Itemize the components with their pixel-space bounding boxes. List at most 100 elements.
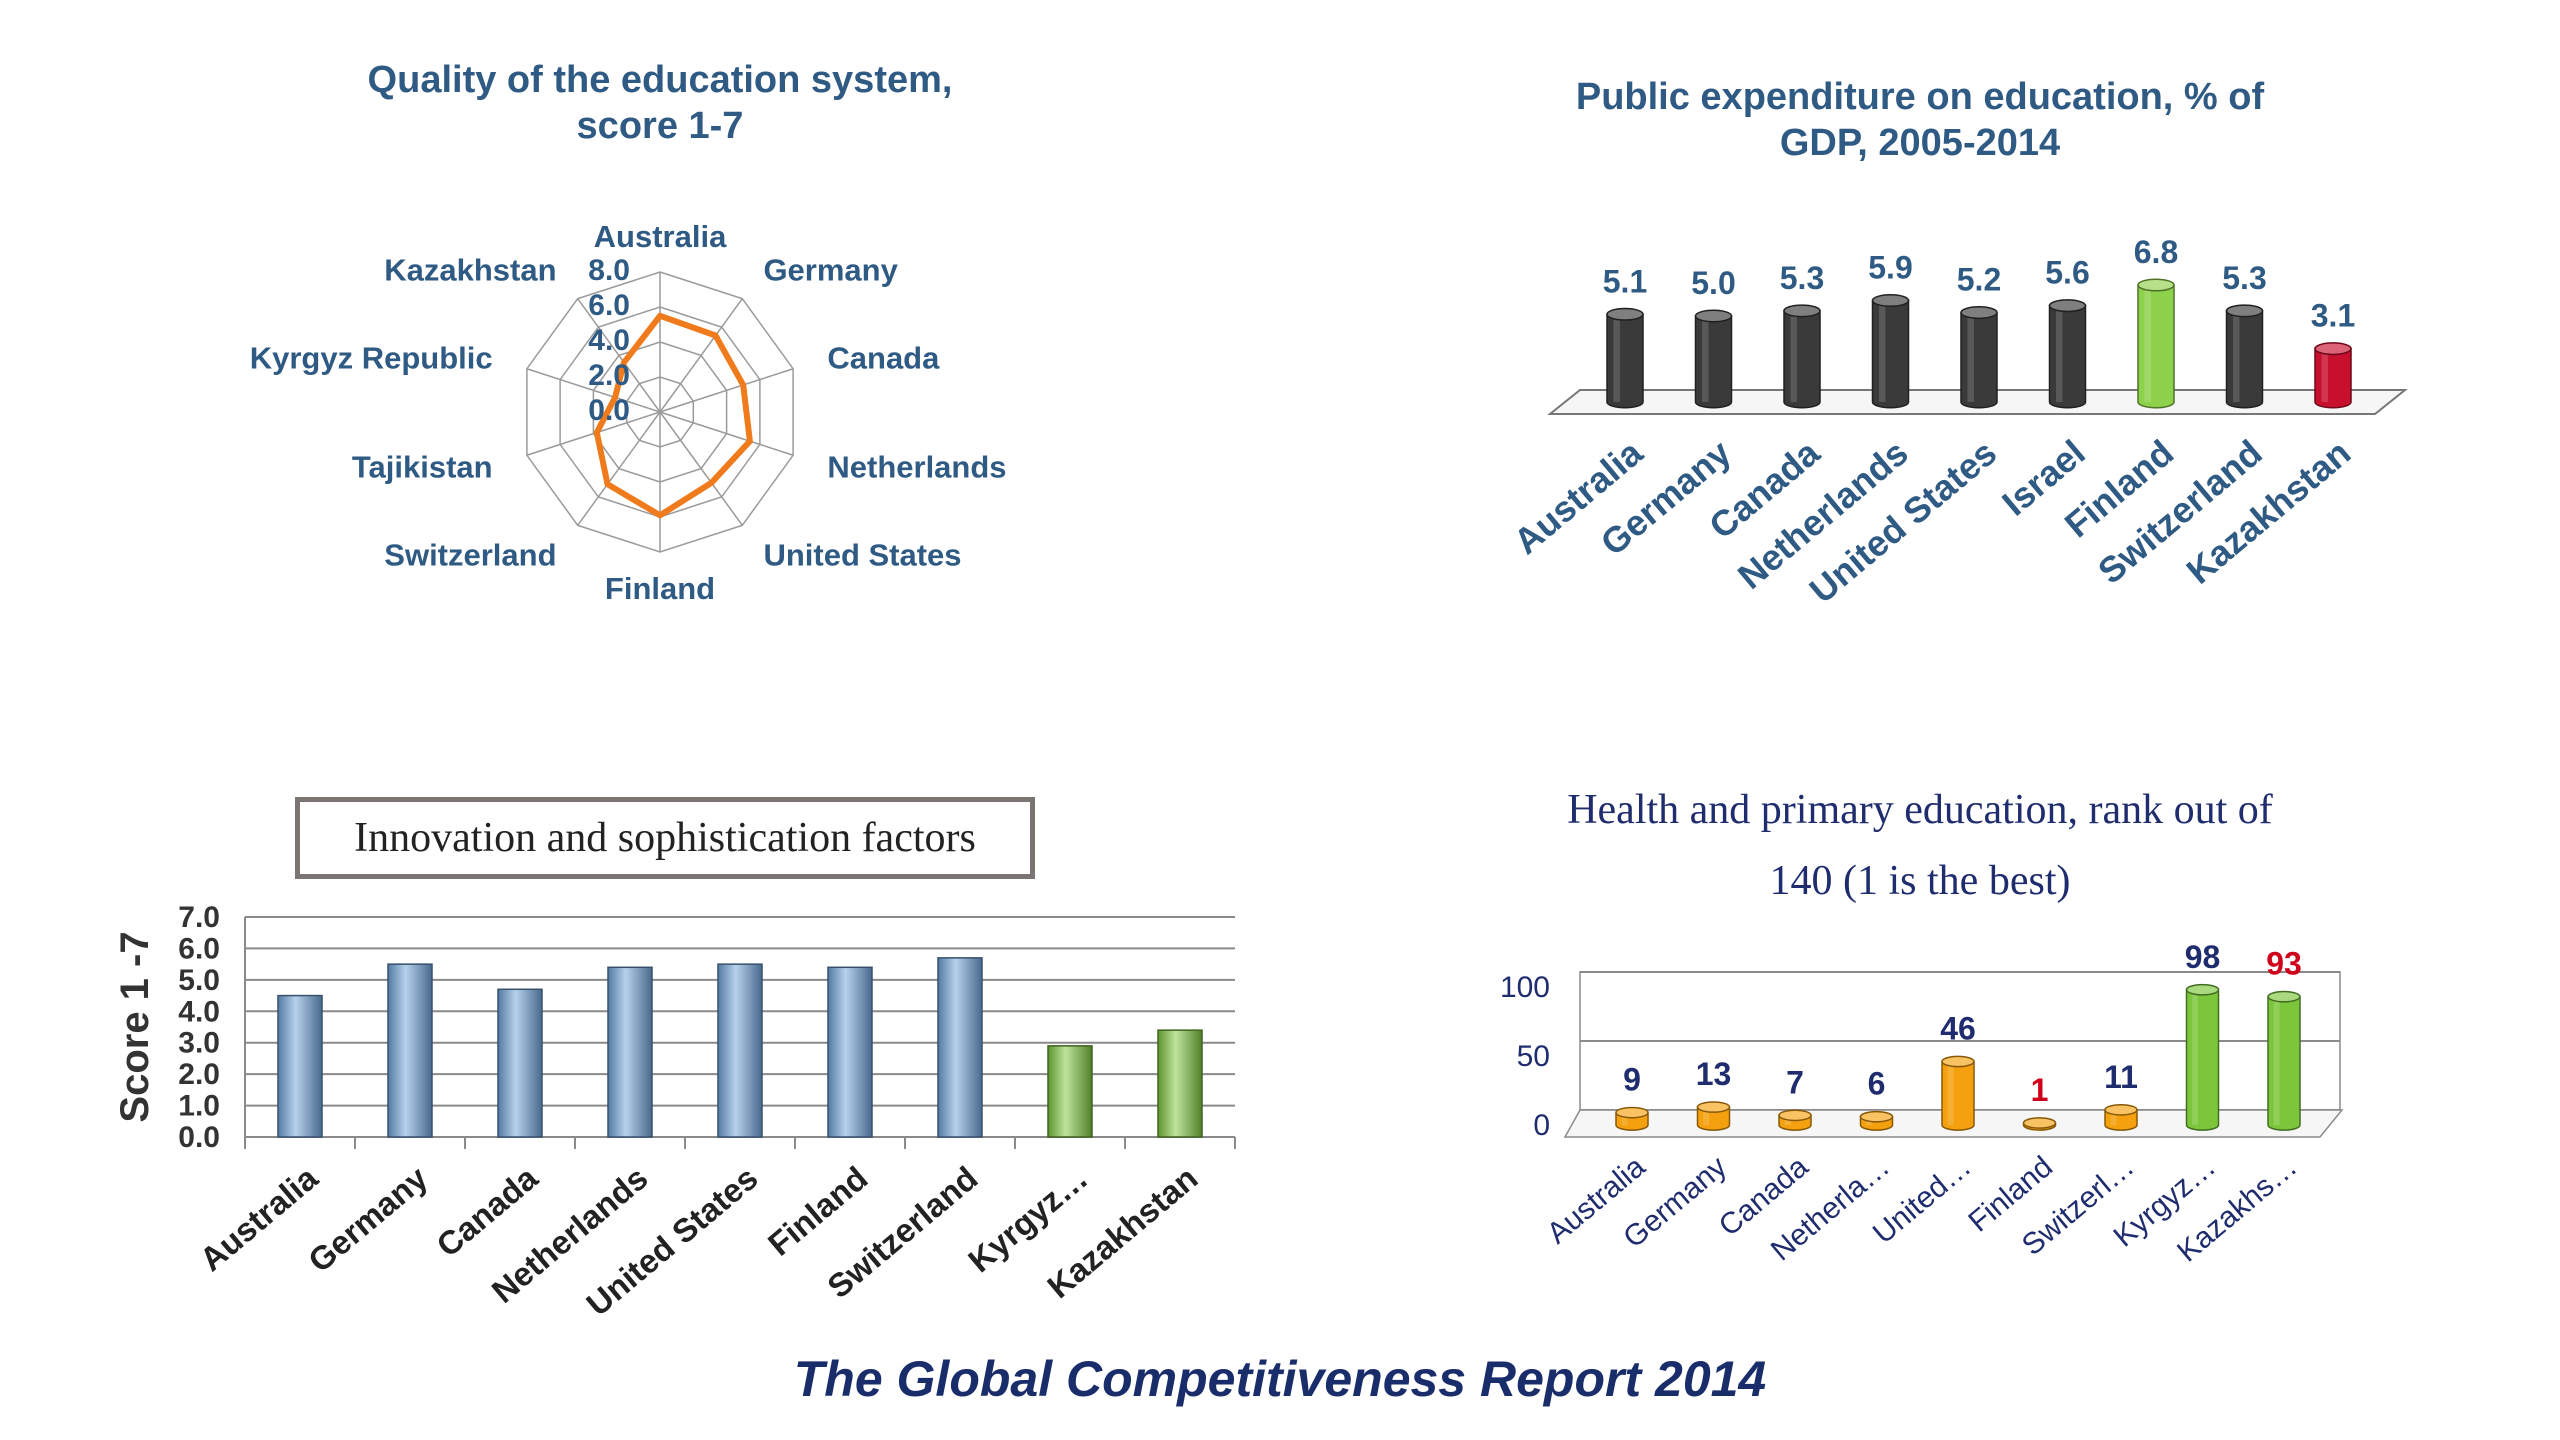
health-title-line-2: 140 (1 is the best) bbox=[1769, 858, 2071, 905]
health-value-label: 9 bbox=[1623, 1062, 1641, 1098]
health-value-label: 46 bbox=[1940, 1011, 1976, 1047]
innovation-bar bbox=[827, 966, 873, 1138]
innovation-category-label: Germany bbox=[301, 1159, 435, 1280]
innovation-bar bbox=[277, 994, 323, 1138]
radar-tick-label: 0.0 bbox=[588, 394, 630, 427]
innovation-tick-label: 0.0 bbox=[178, 1121, 220, 1154]
expenditure-bar-shine bbox=[2144, 285, 2151, 402]
innovation-bar bbox=[717, 963, 763, 1138]
health-bar-body bbox=[1696, 1106, 1731, 1131]
expenditure-bar-body bbox=[1871, 299, 1910, 409]
health-bar-top bbox=[1941, 1055, 1975, 1068]
radar-category-label: Kyrgyz Republic bbox=[250, 341, 493, 376]
expenditure-value-label: 5.1 bbox=[1603, 263, 1647, 299]
radar-category-label: Switzerland bbox=[384, 537, 556, 572]
radar-category-label: Canada bbox=[827, 341, 940, 376]
radar-title-line-2: score 1-7 bbox=[576, 104, 744, 147]
health-bar bbox=[1859, 1110, 1894, 1131]
radar-tick-label: 6.0 bbox=[588, 289, 630, 322]
radar-tick-label: 2.0 bbox=[588, 359, 630, 392]
expenditure-bar-body bbox=[2314, 347, 2352, 409]
innovation-tick-label: 7.0 bbox=[178, 901, 220, 934]
innovation-tick-label: 4.0 bbox=[178, 995, 220, 1028]
innovation-bar bbox=[1157, 1029, 1203, 1138]
health-bar bbox=[2267, 990, 2301, 1131]
innovation-title: Innovation and sophistication factors bbox=[295, 797, 1035, 879]
health-bar-top bbox=[2267, 990, 2301, 1003]
radar-category-label: United States bbox=[763, 537, 961, 572]
health-chart: 0501009Australia13Germany7Canada6Netherl… bbox=[1500, 939, 2344, 1269]
expenditure-bar bbox=[1960, 306, 1998, 409]
health-bar-shine bbox=[1621, 1112, 1628, 1125]
expenditure-bar bbox=[1606, 307, 1644, 409]
expenditure-bar-body bbox=[1694, 315, 1733, 409]
innovation-tick-label: 1.0 bbox=[178, 1090, 220, 1123]
expenditure-bar-body bbox=[1960, 311, 1998, 409]
innovation-chart: 0.01.02.03.04.05.06.07.0 AustraliaGermany… bbox=[113, 901, 1236, 1323]
expenditure-bar-top bbox=[1694, 309, 1733, 323]
expenditure-bar-body bbox=[1783, 310, 1821, 409]
expenditure-bar bbox=[1871, 294, 1910, 409]
health-title: Health and primary education, rank out o… bbox=[1440, 775, 2400, 918]
expenditure-bar-shine bbox=[1878, 300, 1886, 402]
expenditure-bar bbox=[2137, 278, 2175, 409]
health-bar-shine bbox=[2110, 1109, 2117, 1125]
expenditure-bar-top bbox=[2137, 278, 2175, 292]
health-bar-body bbox=[1941, 1060, 1975, 1131]
expenditure-value-label: 5.9 bbox=[1868, 250, 1912, 286]
innovation-bar bbox=[1047, 1045, 1093, 1138]
health-tick-label: 0 bbox=[1533, 1109, 1550, 1142]
health-bar-shine bbox=[2192, 989, 2199, 1125]
expenditure-value-label: 5.0 bbox=[1691, 265, 1735, 301]
health-bar-body bbox=[2185, 989, 2220, 1131]
health-bar bbox=[2104, 1103, 2138, 1131]
radar-spoke bbox=[577, 411, 661, 526]
health-value-label: 7 bbox=[1786, 1064, 1804, 1100]
expenditure-bar-body bbox=[2048, 304, 2087, 409]
expenditure-bar-top bbox=[1783, 304, 1821, 318]
radar-title-line-1: Quality of the education system, bbox=[367, 59, 953, 101]
health-bar-top bbox=[2104, 1103, 2138, 1116]
expenditure-bar-body bbox=[2225, 310, 2264, 409]
innovation-tick-label: 2.0 bbox=[178, 1058, 220, 1091]
expenditure-bar-shine bbox=[2055, 305, 2063, 402]
radar-spoke bbox=[526, 411, 661, 456]
expenditure-value-label: 5.3 bbox=[2222, 260, 2266, 296]
radar-series-line bbox=[593, 312, 753, 519]
expenditure-value-label: 5.3 bbox=[1780, 260, 1824, 296]
health-bar-top bbox=[1696, 1101, 1731, 1113]
expenditure-bar-shine bbox=[1613, 314, 1620, 402]
radar-category-label: Netherlands bbox=[827, 449, 1006, 484]
health-bar-top bbox=[1778, 1109, 1812, 1122]
expenditure-bar-top bbox=[1606, 307, 1644, 321]
health-value-label: 1 bbox=[2031, 1072, 2049, 1108]
health-bar-body bbox=[2267, 995, 2301, 1131]
expenditure-value-label: 3.1 bbox=[2311, 298, 2355, 334]
innovation-bar bbox=[607, 966, 653, 1138]
health-value-label: 11 bbox=[2104, 1059, 2138, 1095]
radar-tick-label: 8.0 bbox=[588, 254, 630, 287]
health-tick-label: 100 bbox=[1500, 971, 1550, 1004]
expenditure-bar-top bbox=[1871, 294, 1910, 308]
innovation-bar bbox=[937, 957, 983, 1138]
radar-category-label: Finland bbox=[605, 571, 715, 606]
expenditure-title-line-2: GDP, 2005-2014 bbox=[1779, 121, 2061, 164]
expenditure-bar-shine bbox=[2232, 310, 2240, 402]
health-bar bbox=[2185, 983, 2220, 1131]
radar-spoke bbox=[659, 411, 743, 526]
radar-tick-label: 4.0 bbox=[588, 324, 630, 357]
expenditure-bar-shine bbox=[1701, 316, 1709, 402]
health-tick-label: 50 bbox=[1517, 1040, 1550, 1073]
expenditure-bar bbox=[2048, 299, 2087, 409]
innovation-bar bbox=[387, 963, 433, 1138]
expenditure-value-label: 5.2 bbox=[1957, 262, 2001, 298]
health-bar bbox=[2022, 1117, 2057, 1131]
health-bar-top bbox=[1859, 1110, 1894, 1123]
health-title-line-1: Health and primary education, rank out o… bbox=[1567, 787, 2273, 833]
expenditure-title-line-1: Public expenditure on education, % of bbox=[1575, 76, 2265, 118]
innovation-bar bbox=[497, 988, 543, 1138]
radar-category-label: Australia bbox=[594, 219, 727, 254]
health-bar-shine bbox=[1947, 1061, 1954, 1125]
radar-spoke bbox=[526, 368, 661, 413]
health-bar bbox=[1615, 1106, 1649, 1131]
